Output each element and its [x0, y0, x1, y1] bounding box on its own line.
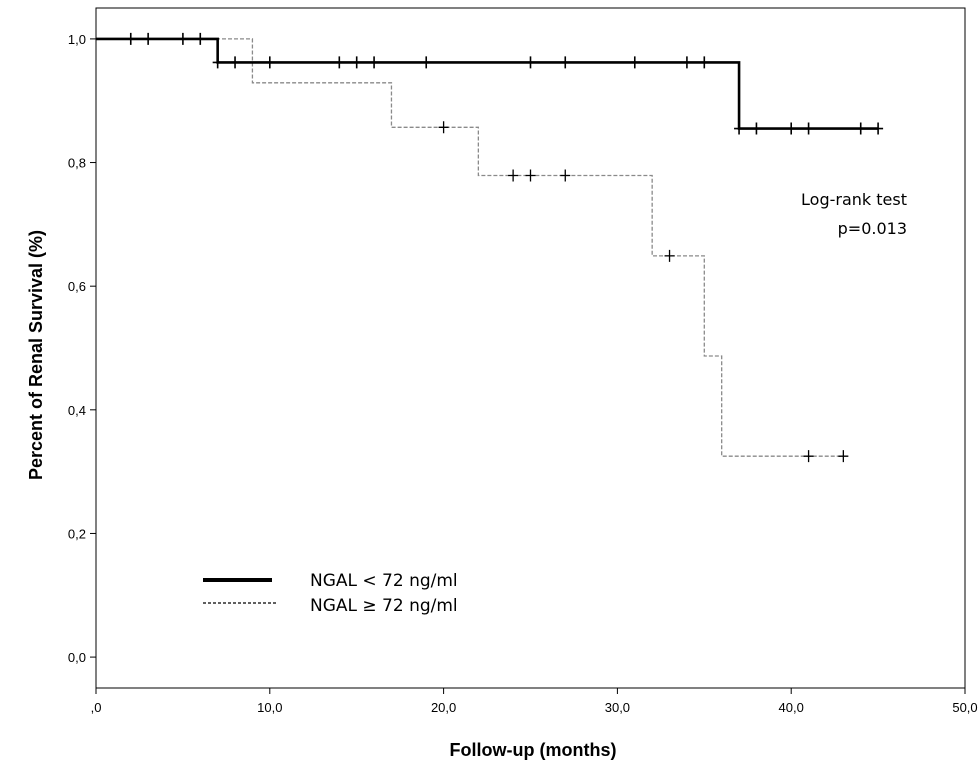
censor-mark-high-ngal [438, 121, 449, 134]
logrank-label: Log-rank test [801, 190, 907, 209]
censor-mark-low-ngal [230, 56, 241, 69]
x-axis-title: Follow-up (months) [450, 740, 617, 760]
censor-mark-low-ngal [629, 56, 640, 69]
censor-mark-low-ngal [369, 56, 380, 69]
censor-mark-high-ngal [560, 169, 571, 182]
censor-mark-low-ngal [734, 122, 745, 135]
logrank-pvalue: p=0.013 [838, 219, 907, 238]
censor-mark-low-ngal [803, 122, 814, 135]
censor-mark-high-ngal [508, 169, 519, 182]
y-tick-label: 0,0 [68, 650, 86, 665]
censor-mark-high-ngal [525, 169, 536, 182]
censor-mark-low-ngal [334, 56, 345, 69]
y-tick-label: 0,6 [68, 279, 86, 294]
censor-mark-high-ngal [664, 249, 675, 262]
censor-mark-high-ngal [838, 450, 849, 463]
x-tick-label: 50,0 [952, 700, 977, 715]
censor-mark-low-ngal [264, 56, 275, 69]
x-tick-label: 30,0 [605, 700, 630, 715]
legend-label-high: NGAL ≥ 72 ng/ml [310, 596, 458, 616]
legend-label-low: NGAL < 72 ng/ml [310, 571, 458, 591]
plot-frame [95, 7, 966, 689]
censor-mark-low-ngal [195, 32, 206, 45]
censor-mark-low-ngal [125, 32, 136, 45]
censor-mark-low-ngal [873, 122, 884, 135]
censor-mark-low-ngal [525, 56, 536, 69]
censor-mark-low-ngal [143, 32, 154, 45]
y-tick-label: 0,2 [68, 526, 86, 541]
x-tick-label: 40,0 [779, 700, 804, 715]
censor-mark-low-ngal [699, 56, 710, 69]
censor-mark-low-ngal [681, 56, 692, 69]
censor-mark-low-ngal [560, 56, 571, 69]
censor-mark-low-ngal [351, 56, 362, 69]
censor-mark-low-ngal [786, 122, 797, 135]
y-tick-label: 1,0 [68, 32, 86, 47]
y-axis-title: Percent of Renal Survival (%) [26, 230, 46, 480]
censor-mark-low-ngal [855, 122, 866, 135]
censor-mark-low-ngal [177, 32, 188, 45]
x-tick-label: 10,0 [257, 700, 282, 715]
y-tick-label: 0,4 [68, 403, 86, 418]
censor-mark-high-ngal [803, 450, 814, 463]
censor-mark-low-ngal [421, 56, 432, 69]
survival-curve-high-ngal [96, 38, 844, 457]
x-tick-label: ,0 [91, 700, 102, 715]
censor-mark-low-ngal [212, 56, 223, 69]
y-tick-label: 0,8 [68, 156, 86, 171]
x-tick-label: 20,0 [431, 700, 456, 715]
censor-mark-low-ngal [751, 122, 762, 135]
